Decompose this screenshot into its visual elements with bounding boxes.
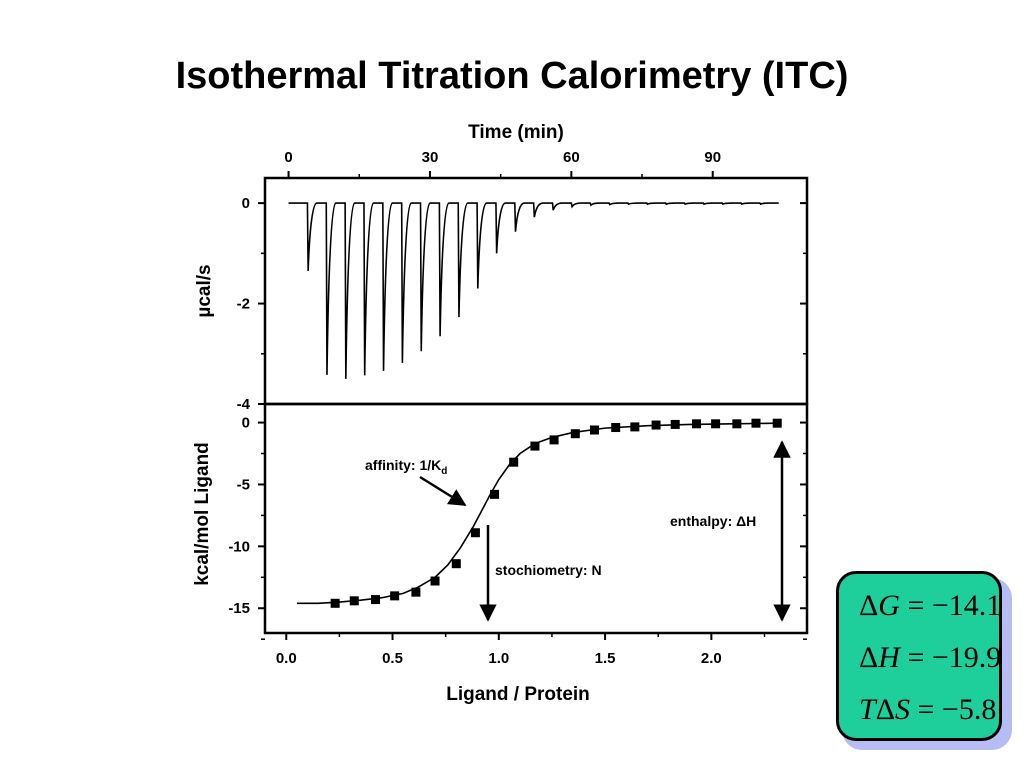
data-point	[349, 596, 359, 606]
enthalpy-annotation: enthalpy: ΔH	[670, 440, 791, 622]
bot-ytick-label: -5	[237, 476, 250, 493]
data-point	[691, 419, 701, 429]
bot-xtick-label: 0.0	[276, 650, 297, 667]
data-point	[711, 419, 721, 429]
data-point	[330, 598, 340, 608]
delta-g-delta: Δ	[859, 589, 879, 622]
slide-title: Isothermal Titration Calorimetry (ITC)	[175, 55, 849, 97]
data-point	[549, 435, 559, 445]
data-point	[670, 419, 680, 429]
t-delta-s-delta: Δ	[875, 693, 895, 726]
delta-g-line: ΔG = −14.1	[839, 580, 1002, 632]
data-point	[411, 587, 421, 597]
top-xtick-label: 0	[284, 149, 292, 166]
affinity-subscript: d	[441, 466, 447, 477]
data-point	[772, 418, 782, 428]
bot-ytick-label: 0	[242, 415, 250, 432]
data-point	[430, 576, 440, 586]
bot-xtick-label: 1.0	[488, 650, 509, 667]
delta-h-line: ΔH = −19.9	[839, 632, 1002, 684]
data-point	[732, 419, 742, 429]
t-symbol: T	[859, 693, 876, 726]
data-point	[371, 595, 381, 605]
thermogram-ylabel: µcal/s	[194, 264, 215, 317]
data-point	[651, 420, 661, 430]
data-point	[490, 489, 500, 499]
data-point	[570, 429, 580, 439]
delta-h-delta: Δ	[859, 641, 879, 674]
top-ytick-label: 0	[242, 195, 250, 212]
bot-xtick-label: 2.0	[701, 650, 722, 667]
data-point	[611, 423, 621, 433]
data-point	[470, 528, 480, 538]
data-point	[589, 425, 599, 435]
isotherm-ylabel: kcal/mol Ligand	[192, 442, 213, 586]
t-delta-s-value: = −5.8	[917, 693, 997, 726]
enthalpy-label: enthalpy: ΔH	[670, 513, 756, 529]
isotherm-frame	[263, 402, 809, 635]
top-ytick-label: -4	[237, 396, 251, 413]
stoichiometry-annotation: stochiometry: N	[479, 525, 602, 622]
delta-g-symbol: G	[878, 589, 900, 622]
thermogram-panel: Time (min) 0 30 60 90 0 -2 -4 µcal/s	[194, 122, 809, 413]
data-point	[451, 559, 461, 569]
top-xtick-label: 90	[704, 149, 721, 166]
s-symbol: S	[894, 693, 910, 726]
data-point	[530, 441, 540, 451]
affinity-annotation: affinity: 1/Kd	[365, 457, 467, 507]
thermodynamics-box: ΔG = −14.1 ΔH = −19.9 TΔS = −5.8	[836, 571, 1002, 741]
binding-isotherm-panel: 0.0 0.5 1.0 1.5 2.0 0 -5 -10 -15 Ligand / Prote…	[192, 402, 809, 705]
data-point	[509, 457, 519, 467]
data-point	[390, 591, 400, 601]
top-xtick-label: 30	[422, 149, 439, 166]
bot-xtick-label: 1.5	[595, 650, 616, 667]
data-point	[630, 422, 640, 432]
thermogram-xlabel: Time (min)	[468, 122, 564, 143]
top-ytick-label: -2	[237, 296, 250, 313]
top-xtick-label: 60	[563, 149, 580, 166]
isotherm-xlabel: Ligand / Protein	[446, 684, 590, 705]
delta-g-value: = −14.1	[907, 589, 1002, 622]
thermogram-trace	[288, 202, 779, 379]
affinity-text: affinity: 1/K	[365, 457, 441, 473]
bot-ytick-label: -10	[228, 538, 250, 555]
affinity-label: affinity: 1/Kd	[365, 457, 447, 477]
data-point	[751, 418, 761, 428]
bot-xtick-label: 0.5	[382, 650, 403, 667]
bot-ytick-label: -15	[228, 600, 250, 617]
stoichiometry-label: stochiometry: N	[495, 562, 602, 578]
t-delta-s-line: TΔS = −5.8	[839, 684, 999, 736]
delta-h-symbol: H	[878, 641, 900, 674]
delta-h-value: = −19.9	[907, 641, 1002, 674]
affinity-arrow	[419, 475, 467, 507]
